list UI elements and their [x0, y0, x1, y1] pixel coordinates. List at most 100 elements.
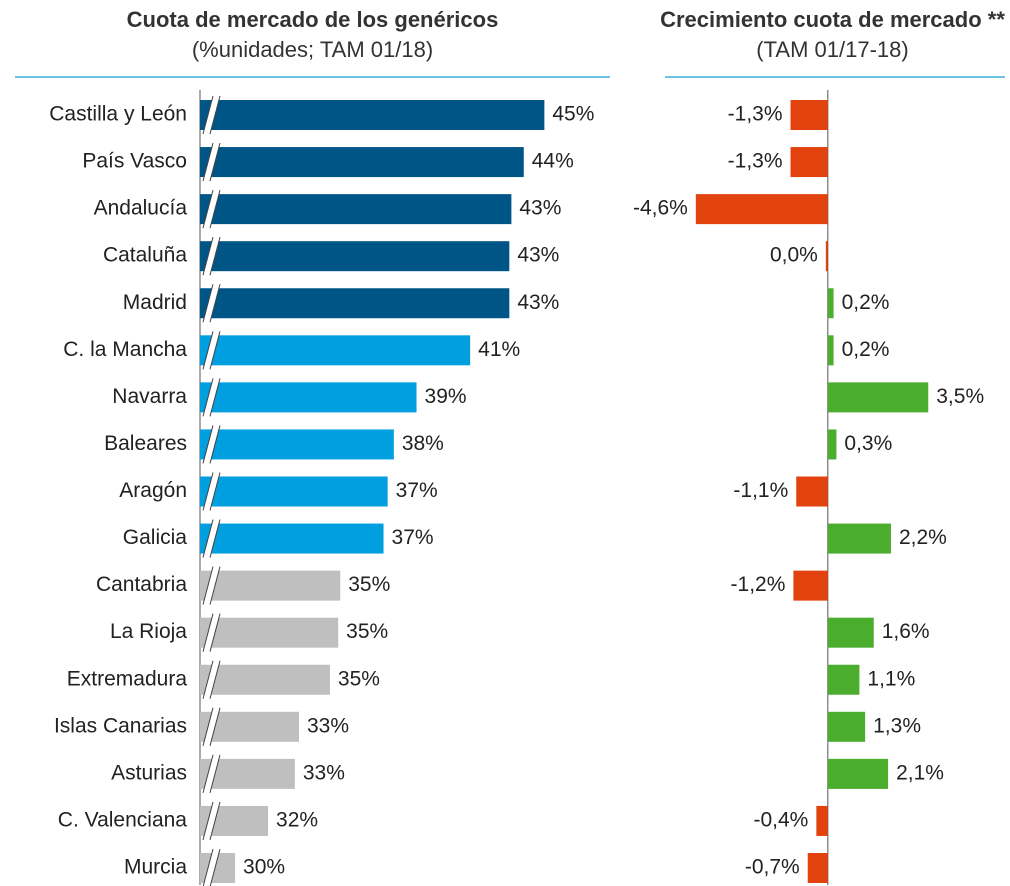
- bar: [200, 664, 330, 695]
- value-label: 1,6%: [882, 620, 930, 643]
- bar: [827, 617, 874, 648]
- value-label: 0,3%: [844, 432, 892, 455]
- bar: [827, 382, 929, 413]
- axis-break: [203, 849, 220, 886]
- axis-break-line: [209, 754, 221, 794]
- bar: [200, 241, 510, 272]
- axis-break-line: [209, 613, 221, 652]
- category-label: Baleares: [104, 432, 187, 455]
- bar: [827, 711, 866, 742]
- left-title-block: Cuota de mercado de los genéricos (%unid…: [15, 5, 610, 65]
- right-title-block: Crecimiento cuota de mercado ** (TAM 01/1…: [655, 5, 1010, 65]
- value-label: 2,2%: [899, 526, 947, 549]
- bar: [200, 570, 341, 601]
- axis-break: [203, 331, 220, 370]
- axis-break-line: [202, 660, 214, 699]
- bar: [807, 853, 828, 883]
- category-label: Islas Canarias: [54, 714, 187, 737]
- bar: [200, 523, 384, 554]
- axis-break: [203, 143, 220, 182]
- bar: [200, 429, 394, 460]
- category-label: C. Valenciana: [58, 808, 188, 831]
- axis-break-line: [202, 566, 214, 605]
- axis-break-line: [202, 95, 214, 135]
- category-label: Madrid: [123, 291, 187, 314]
- left-subtitle: (%unidades; TAM 01/18): [191, 37, 434, 62]
- axis-break-line: [202, 142, 214, 182]
- value-label: 0,0%: [770, 244, 818, 267]
- axis-break: [203, 566, 220, 605]
- value-label: 43%: [519, 197, 561, 220]
- axis-break-line: [209, 848, 221, 886]
- bar: [200, 100, 545, 130]
- axis-break: [203, 707, 220, 746]
- category-label: Murcia: [124, 856, 187, 879]
- category-label: Galicia: [123, 526, 188, 549]
- axis-break-line: [209, 237, 221, 276]
- axis-break-line: [202, 801, 214, 841]
- axis-break-line: [209, 707, 221, 746]
- axis-break: [203, 613, 220, 652]
- category-label: Cataluña: [103, 244, 187, 267]
- bar: [827, 664, 860, 695]
- axis-break-line: [209, 331, 221, 370]
- axis-break-line: [209, 378, 221, 417]
- bar: [695, 194, 828, 225]
- value-label: 3,5%: [936, 385, 984, 408]
- axis-break-line: [202, 331, 214, 370]
- value-label: -0,4%: [753, 808, 808, 831]
- axis-break-line: [202, 425, 214, 464]
- bar: [200, 382, 417, 413]
- value-label: -1,3%: [728, 150, 783, 173]
- bar: [825, 241, 828, 272]
- category-label: Andalucía: [94, 197, 188, 220]
- value-label: -1,3%: [728, 103, 783, 126]
- value-label: 44%: [532, 150, 574, 173]
- bar: [816, 805, 828, 836]
- bar: [200, 194, 512, 225]
- axis-break-line: [209, 95, 221, 135]
- axis-break-line: [202, 472, 214, 511]
- value-label: -4,6%: [633, 197, 688, 220]
- axis-break-line: [202, 707, 214, 746]
- value-label: 35%: [348, 573, 390, 596]
- value-label: 43%: [517, 291, 559, 314]
- bar: [200, 288, 510, 319]
- bar: [200, 147, 524, 178]
- axis-break-line: [209, 801, 221, 841]
- bar: [827, 288, 834, 319]
- axis-break-line: [202, 613, 214, 652]
- axis-break: [203, 472, 220, 511]
- bar: [827, 523, 891, 554]
- axis-break: [203, 660, 220, 699]
- category-label: Aragón: [119, 479, 187, 502]
- axis-break: [203, 237, 220, 276]
- value-label: 37%: [396, 479, 438, 502]
- value-label: 33%: [303, 761, 345, 784]
- axis-break-line: [202, 378, 214, 417]
- axis-break-line: [202, 754, 214, 794]
- category-label: Cantabria: [96, 573, 187, 596]
- axis-break: [203, 754, 220, 793]
- value-label: 35%: [346, 620, 388, 643]
- value-label: 2,1%: [896, 761, 944, 784]
- axis-break-line: [202, 519, 214, 558]
- category-label: País Vasco: [82, 150, 187, 173]
- value-label: 0,2%: [842, 291, 890, 314]
- axis-break: [203, 378, 220, 417]
- bar: [793, 570, 828, 601]
- bar: [827, 429, 837, 460]
- axis-break-line: [209, 142, 221, 182]
- axis-break: [203, 801, 220, 840]
- value-label: 43%: [517, 244, 559, 267]
- value-label: 33%: [307, 714, 349, 737]
- axis-break-line: [209, 284, 221, 323]
- right-subtitle: (TAM 01/17-18): [756, 37, 909, 62]
- bar: [796, 476, 828, 507]
- axis-break-line: [202, 848, 214, 886]
- category-label: Extremadura: [67, 667, 188, 690]
- value-label: 0,2%: [842, 338, 890, 361]
- category-label: Navarra: [112, 385, 187, 408]
- bar: [790, 100, 828, 130]
